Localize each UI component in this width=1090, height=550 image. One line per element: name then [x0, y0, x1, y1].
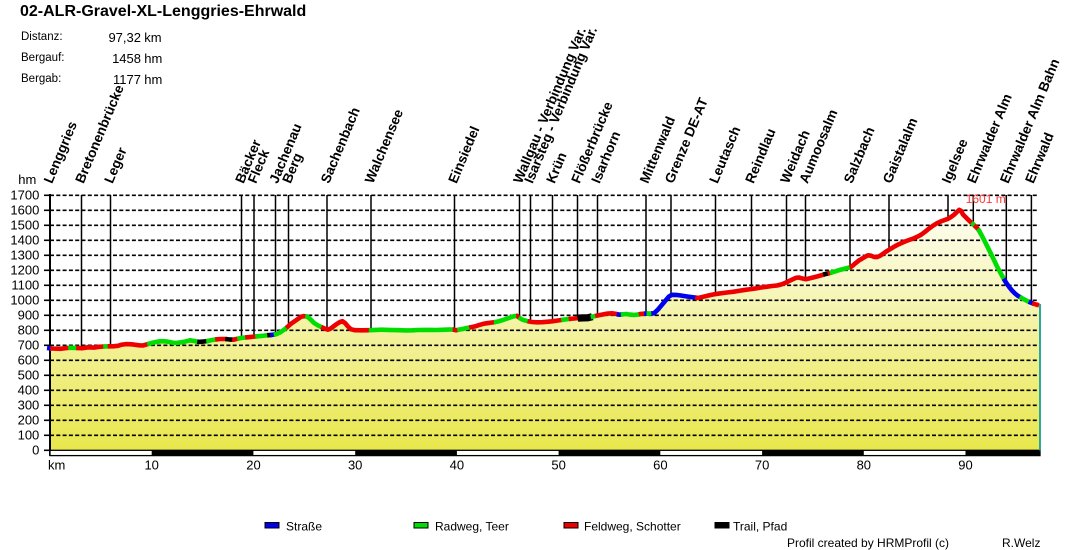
svg-text:80: 80	[857, 458, 871, 473]
svg-text:100: 100	[18, 428, 40, 443]
svg-text:Gaistalalm: Gaistalalm	[880, 116, 921, 186]
svg-text:1700: 1700	[10, 188, 39, 203]
svg-text:0: 0	[32, 443, 39, 458]
svg-text:1200: 1200	[10, 263, 39, 278]
svg-text:R.Welz: R.Welz	[1002, 536, 1040, 550]
svg-text:1601 m: 1601 m	[966, 192, 1006, 206]
svg-text:700: 700	[18, 338, 40, 353]
svg-text:Trail, Pfad: Trail, Pfad	[733, 519, 787, 533]
svg-text:40: 40	[450, 458, 464, 473]
svg-text:600: 600	[18, 353, 40, 368]
svg-text:70: 70	[755, 458, 769, 473]
svg-text:90: 90	[958, 458, 972, 473]
svg-text:hm: hm	[18, 172, 36, 187]
svg-text:Leger: Leger	[101, 145, 129, 186]
svg-text:Leutasch: Leutasch	[706, 124, 743, 185]
svg-text:Feldweg, Schotter: Feldweg, Schotter	[584, 519, 681, 533]
svg-text:500: 500	[18, 368, 40, 383]
svg-text:1100: 1100	[11, 278, 39, 293]
svg-text:60: 60	[653, 458, 667, 473]
svg-text:Straße: Straße	[286, 519, 322, 533]
svg-text:900: 900	[18, 308, 40, 323]
svg-text:1300: 1300	[10, 248, 39, 263]
svg-text:Radweg, Teer: Radweg, Teer	[435, 519, 509, 533]
svg-text:30: 30	[348, 458, 362, 473]
svg-text:km: km	[48, 458, 65, 473]
svg-text:800: 800	[18, 323, 40, 338]
svg-text:Walchensee: Walchensee	[362, 107, 406, 186]
svg-text:Reindlau: Reindlau	[742, 126, 778, 185]
svg-text:20: 20	[246, 458, 260, 473]
svg-text:50: 50	[551, 458, 565, 473]
svg-text:1400: 1400	[10, 233, 39, 248]
svg-text:Einsiedel: Einsiedel	[445, 124, 482, 185]
svg-text:Sachenbach: Sachenbach	[318, 105, 363, 185]
svg-text:1000: 1000	[10, 293, 39, 308]
svg-text:300: 300	[18, 398, 40, 413]
svg-text:Profil created by HRMProfil (c: Profil created by HRMProfil (c)	[787, 536, 949, 550]
svg-text:10: 10	[144, 458, 158, 473]
svg-text:1600: 1600	[10, 203, 39, 218]
svg-text:1500: 1500	[10, 218, 39, 233]
svg-text:400: 400	[18, 383, 40, 398]
svg-text:Salzbach: Salzbach	[841, 125, 878, 186]
svg-text:200: 200	[18, 413, 40, 428]
